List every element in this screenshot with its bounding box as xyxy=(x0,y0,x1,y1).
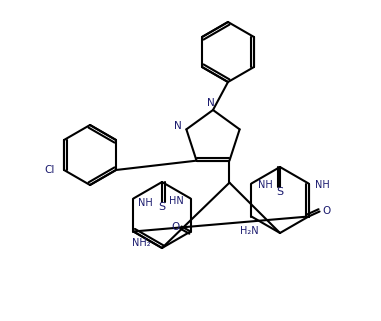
Text: NH: NH xyxy=(258,180,273,190)
Text: NH: NH xyxy=(138,197,153,207)
Text: S: S xyxy=(277,187,283,197)
Text: N: N xyxy=(207,98,215,108)
Text: H₂N: H₂N xyxy=(240,225,259,236)
Text: HN: HN xyxy=(169,195,184,205)
Text: NH: NH xyxy=(315,180,330,190)
Text: S: S xyxy=(158,202,166,212)
Text: NH₂: NH₂ xyxy=(132,239,151,248)
Text: N: N xyxy=(174,121,182,131)
Text: O: O xyxy=(322,206,331,216)
Text: O: O xyxy=(171,221,180,231)
Text: Cl: Cl xyxy=(45,165,55,175)
